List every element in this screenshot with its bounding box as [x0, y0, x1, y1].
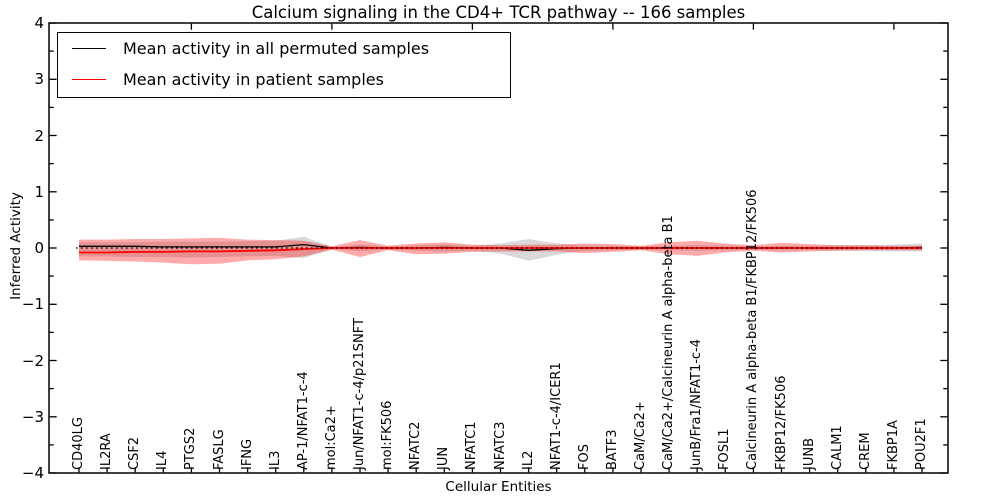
legend-item-patient: Mean activity in patient samples [58, 64, 510, 95]
x-tick-label: FOS [576, 444, 592, 470]
y-tick-label: 0 [34, 239, 44, 257]
x-tick-label: AP-1/NFAT1-c-4 [295, 371, 311, 470]
x-tick-label: CSF2 [127, 436, 143, 470]
legend-line-black-icon [72, 48, 106, 49]
x-tick-label: IL2RA [99, 433, 115, 470]
x-tick-label: IL4 [155, 450, 171, 470]
patient-band [79, 237, 922, 265]
x-tick-label: CALM1 [829, 425, 845, 470]
y-tick-label: 1 [34, 182, 44, 201]
x-tick-label: JunB/Fra1/NFAT1-c-4 [689, 338, 705, 470]
x-tick-label: mol:Ca2+ [323, 405, 339, 470]
x-tick-label: CaM/Ca2+ [633, 401, 648, 470]
x-tick-label: PTGS2 [183, 427, 199, 470]
y-tick-label: −1 [21, 295, 44, 314]
x-tick-label: IL3 [267, 450, 283, 470]
x-tick-label: mol:FK506 [380, 400, 396, 470]
x-tick-label: FKBP12/FK506 [773, 375, 789, 471]
x-tick-label: CD40LG [71, 417, 86, 470]
x-tick-label: CaM/Ca2+/Calcineurin A alpha-beta B1 [661, 215, 677, 470]
chart-title: Calcium signaling in the CD4+ TCR pathwa… [251, 3, 746, 22]
x-tick-label: Jun/NFAT1-c-4/p21SNFT [352, 318, 367, 470]
legend-line-red-icon [72, 79, 106, 80]
x-tick-label: FASLG [211, 429, 227, 470]
x-tick-label: FOSL1 [717, 428, 733, 470]
x-tick-label: CREM [857, 432, 873, 470]
x-tick-label: IFNG [239, 438, 255, 470]
y-tick-label: 2 [34, 126, 44, 145]
x-tick-label: NFATC2 [408, 421, 424, 470]
x-tick-label: BATF3 [604, 429, 620, 471]
x-tick-label: POU2F1 [914, 418, 929, 470]
x-tick-label: JUN [436, 446, 452, 470]
y-tick-label: −2 [21, 351, 44, 370]
x-tick-label: NFAT1-c-4/ICER1 [548, 362, 564, 470]
x-tick-label: FKBP1A [885, 420, 901, 470]
y-tick-label: −3 [21, 407, 44, 426]
x-tick-label: NFATC3 [492, 421, 508, 470]
legend: Mean activity in all permuted samples Me… [57, 32, 511, 98]
legend-label-permuted: Mean activity in all permuted samples [123, 39, 430, 58]
legend-item-permuted: Mean activity in all permuted samples [58, 33, 510, 64]
y-tick-label: −4 [21, 464, 44, 482]
x-axis-label: Cellular Entities [445, 479, 552, 495]
x-tick-label: JUNB [801, 438, 817, 470]
legend-label-patient: Mean activity in patient samples [123, 70, 384, 89]
y-tick-label: 3 [34, 70, 44, 89]
axes-frame [48, 22, 949, 474]
x-tick-label: Calcineurin A alpha-beta B1/FKBP12/FK506 [745, 189, 761, 470]
y-tick-label: 4 [34, 14, 44, 32]
x-tick-label: IL2 [520, 450, 536, 470]
x-tick-label: NFATC1 [464, 421, 480, 470]
